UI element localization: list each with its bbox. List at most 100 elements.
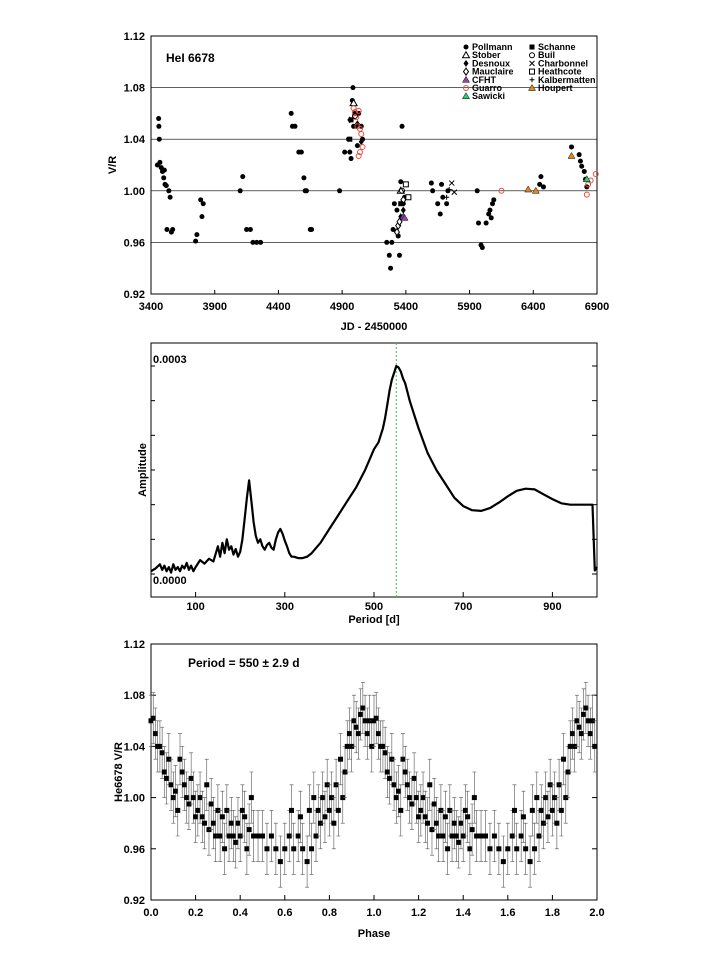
vr-timeseries-point bbox=[194, 232, 200, 238]
periodogram-x-tick-label: 700 bbox=[454, 601, 472, 613]
periodogram-y-max-label: 0.0003 bbox=[153, 354, 187, 366]
legend-entry: Houpert bbox=[538, 83, 573, 93]
phase-diagram-point bbox=[340, 795, 346, 801]
phase-diagram-point bbox=[529, 807, 535, 813]
phase-diagram-point bbox=[213, 833, 219, 839]
vr-timeseries-point bbox=[240, 174, 246, 180]
phase-diagram-point bbox=[297, 814, 303, 820]
phase-diagram-point bbox=[268, 833, 274, 839]
vr-timeseries-point bbox=[486, 211, 492, 217]
vr-timeseries-point bbox=[428, 180, 434, 186]
phase-diagram-point bbox=[442, 814, 448, 820]
phase-diagram-point bbox=[286, 833, 292, 839]
vr-timeseries-point bbox=[288, 110, 294, 116]
phase-diagram-point bbox=[518, 833, 524, 839]
phase-diagram-point bbox=[540, 820, 546, 826]
vr-timeseries-point bbox=[582, 175, 591, 182]
phase-diagram-point bbox=[556, 782, 562, 788]
vr-timeseries-data bbox=[154, 85, 599, 271]
phase-diagram-point bbox=[242, 814, 248, 820]
phase-diagram-point bbox=[440, 833, 446, 839]
vr-timeseries-point bbox=[244, 227, 250, 232]
phase-diagram-point bbox=[208, 801, 214, 807]
phase-diagram-point bbox=[215, 807, 221, 813]
legend-entry: Charbonnel bbox=[538, 58, 588, 68]
vr-timeseries-point bbox=[475, 220, 481, 226]
legend-entry: Pollmann bbox=[472, 42, 513, 52]
legend-entry: Kalbermatten bbox=[538, 75, 596, 85]
vr-timeseries-point bbox=[353, 114, 360, 121]
phase-diagram-point bbox=[382, 750, 388, 756]
vr-timeseries-point bbox=[161, 175, 167, 181]
phase-diagram-point bbox=[380, 743, 386, 749]
phase-diagram-point bbox=[369, 743, 375, 749]
vr-timeseries-point bbox=[164, 227, 170, 232]
vr-timeseries-point bbox=[250, 239, 256, 245]
vr-timeseries-point bbox=[348, 156, 354, 162]
vr-timeseries-point bbox=[199, 214, 205, 220]
vr-timeseries-point bbox=[258, 239, 264, 245]
phase-diagram-point bbox=[563, 795, 569, 801]
phase-diagram-point bbox=[210, 820, 216, 826]
phase-diagram-point bbox=[193, 814, 199, 820]
phase-diagram-point bbox=[168, 782, 174, 788]
vr-timeseries-point bbox=[389, 239, 395, 245]
vr-timeseries-point bbox=[405, 194, 412, 201]
vr-timeseries-point bbox=[399, 187, 406, 194]
vr-timeseries-point bbox=[567, 151, 576, 159]
phase-diagram-point bbox=[545, 814, 551, 820]
vr-timeseries-point bbox=[437, 211, 443, 217]
vr-timeseries-x-tick-label: 4900 bbox=[330, 301, 354, 313]
vr-timeseries-point bbox=[351, 112, 358, 119]
phase-diagram-point bbox=[226, 833, 232, 839]
phase-diagram-point bbox=[411, 775, 417, 781]
vr-timeseries-point bbox=[448, 180, 455, 186]
legend-marker bbox=[463, 85, 469, 91]
phase-diagram-data bbox=[148, 682, 598, 888]
vr-timeseries-point bbox=[399, 123, 405, 129]
vr-timeseries-grid bbox=[151, 87, 597, 243]
vr-timeseries-point bbox=[163, 183, 169, 189]
phase-diagram-point bbox=[373, 715, 379, 721]
phase-diagram-y-tick-label: 1.12 bbox=[124, 639, 145, 651]
phase-diagram-point bbox=[179, 769, 185, 775]
phase-diagram-point bbox=[469, 827, 475, 833]
phase-diagram-point bbox=[255, 833, 261, 839]
legend-marker bbox=[462, 75, 470, 83]
vr-timeseries-point bbox=[384, 239, 390, 245]
phase-diagram-point bbox=[572, 743, 578, 749]
vr-timeseries-y-tick-label: 0.96 bbox=[124, 237, 145, 249]
phase-diagram-point bbox=[447, 807, 453, 813]
vr-timeseries-point bbox=[577, 158, 583, 164]
vr-timeseries-point bbox=[358, 131, 365, 138]
legend-marker bbox=[462, 92, 470, 99]
phase-diagram-point bbox=[346, 731, 352, 737]
phase-diagram-point bbox=[536, 833, 542, 839]
phase-diagram-point bbox=[391, 782, 397, 788]
phase-diagram-point bbox=[231, 833, 237, 839]
phase-diagram-y-label: He6678 V/R bbox=[113, 742, 125, 802]
legend-marker bbox=[529, 52, 535, 59]
phase-diagram-y-tick-label: 0.92 bbox=[124, 895, 145, 907]
phase-diagram-point bbox=[420, 795, 426, 801]
periodogram-plot-area bbox=[150, 342, 598, 598]
phase-diagram-point bbox=[219, 814, 225, 820]
vr-timeseries-point bbox=[350, 105, 357, 112]
legend-marker bbox=[529, 44, 535, 50]
phase-diagram-point bbox=[291, 846, 297, 852]
phase-diagram-point bbox=[148, 718, 154, 724]
vr-timeseries-y-tick-label: 1.00 bbox=[124, 186, 145, 198]
vr-timeseries-point bbox=[439, 181, 445, 187]
phase-diagram-point bbox=[157, 743, 163, 749]
phase-diagram-point bbox=[313, 833, 319, 839]
vr-timeseries-y-tick-label: 1.08 bbox=[124, 83, 145, 95]
phase-diagram-point bbox=[483, 833, 488, 839]
vr-timeseries-point bbox=[592, 171, 599, 178]
phase-diagram-point bbox=[569, 731, 575, 737]
phase-diagram-panel: 0.0 0.2 0.4 0.6 0.8 1.0 1.2 1.4 1.6 1.8 2.0 0.920.… bbox=[113, 639, 605, 940]
vr-timeseries-point bbox=[538, 174, 544, 180]
vr-timeseries-point bbox=[198, 197, 204, 203]
vr-timeseries-point bbox=[348, 117, 354, 123]
phase-diagram-point bbox=[496, 846, 502, 852]
